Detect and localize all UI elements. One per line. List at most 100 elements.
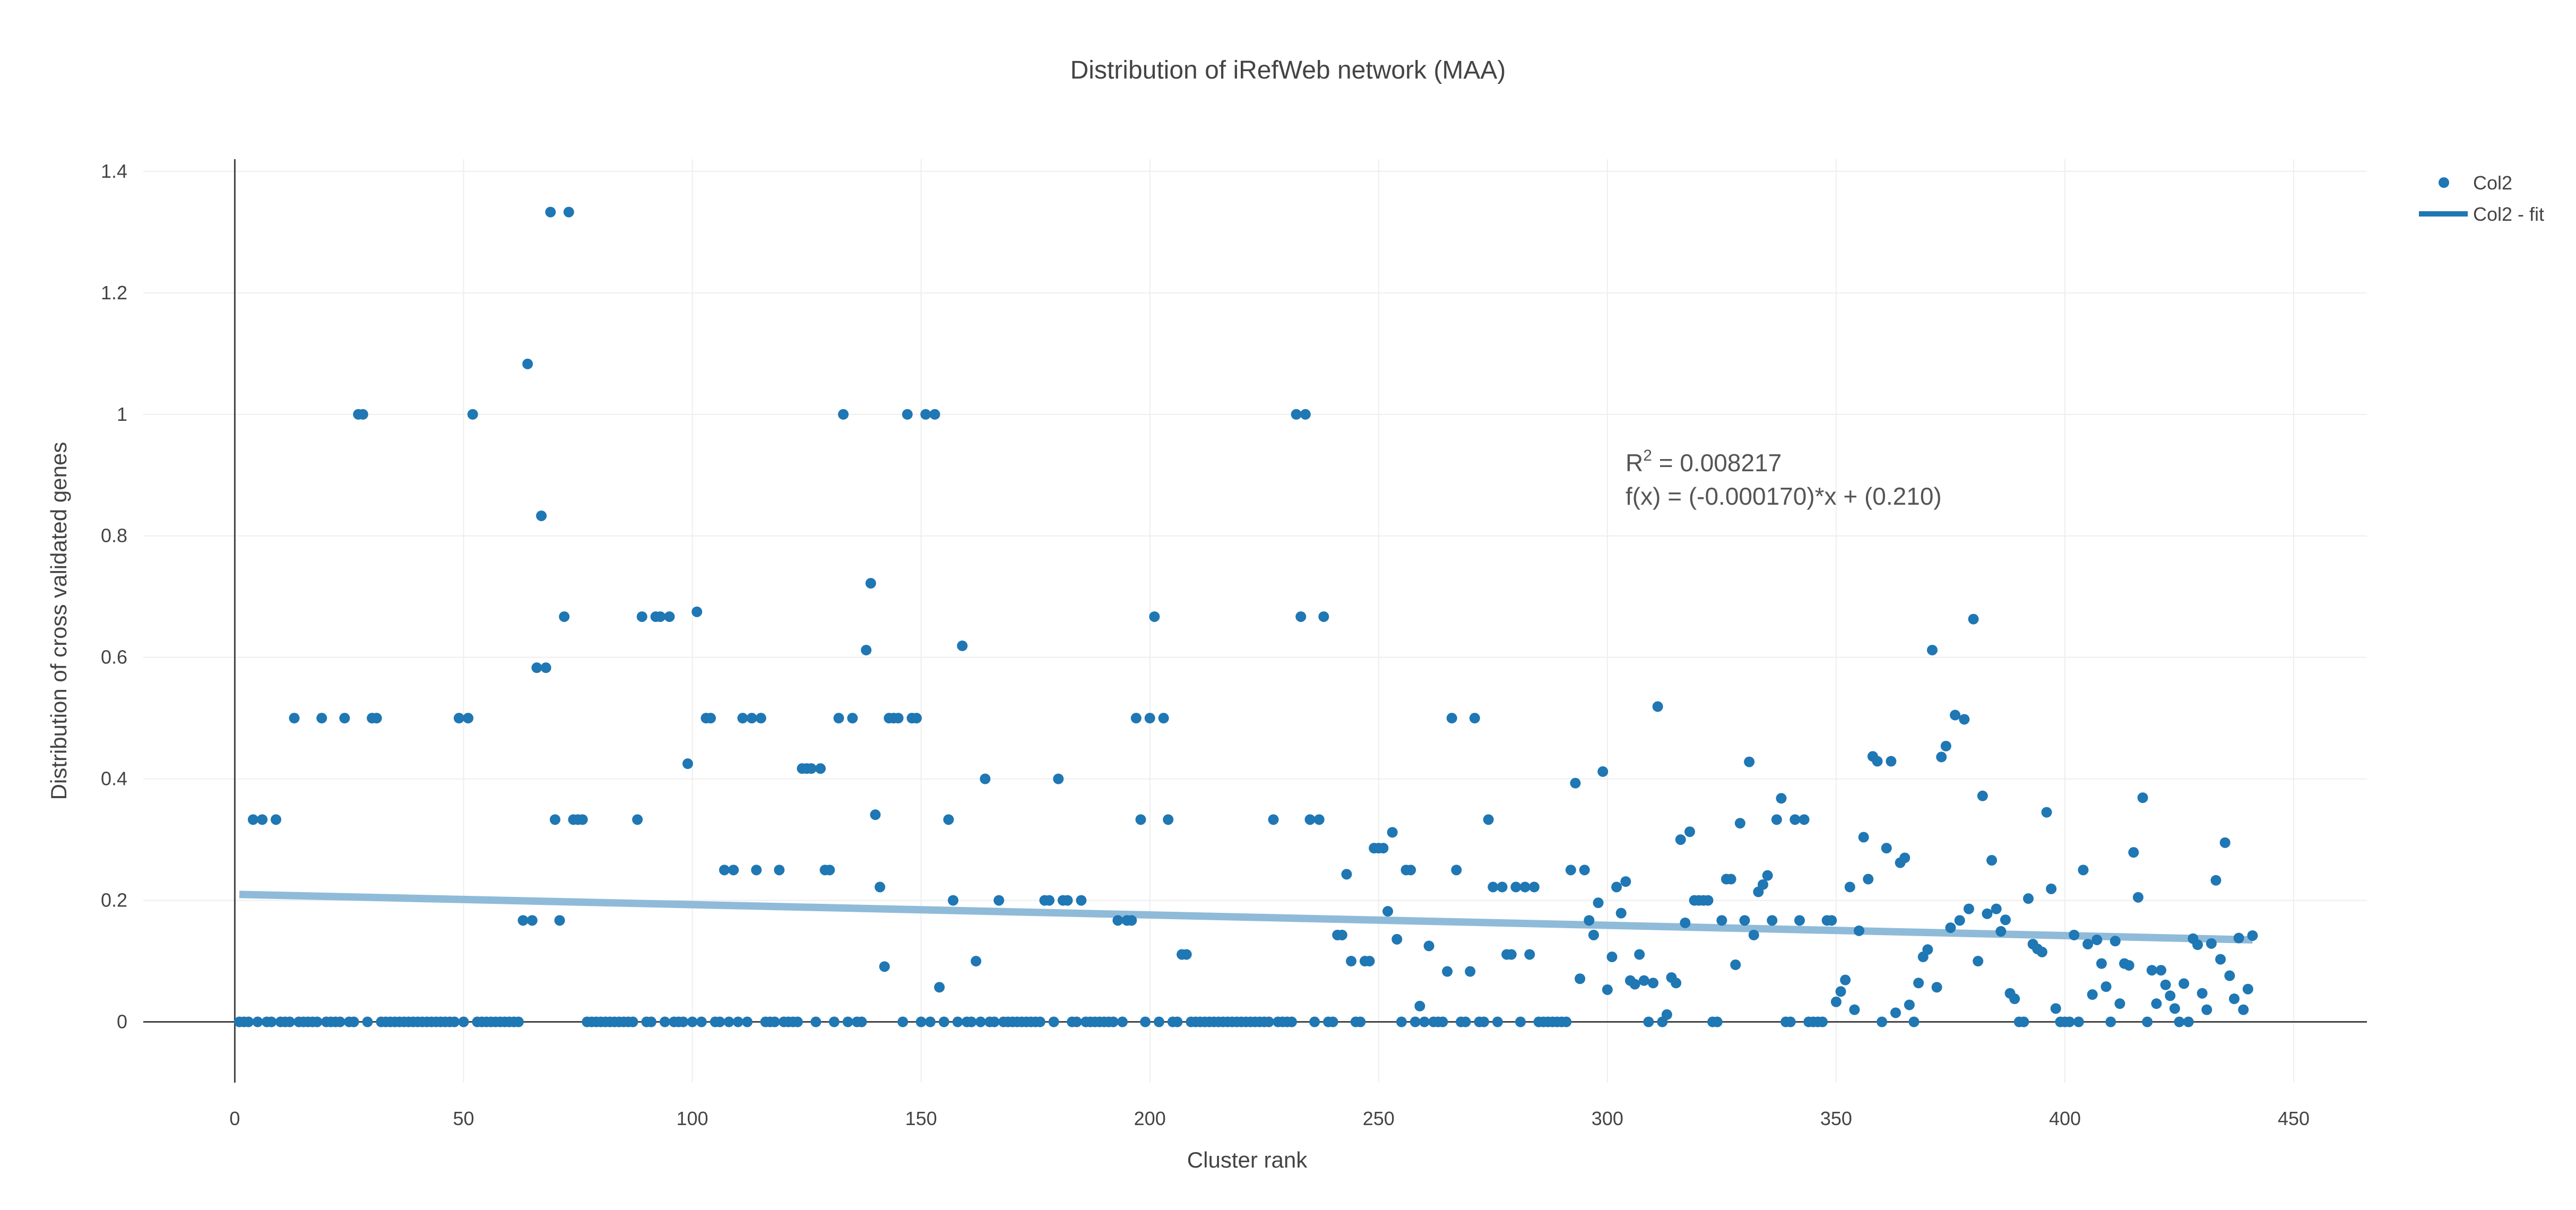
scatter-point (1570, 777, 1581, 789)
scatter-point (1565, 865, 1576, 876)
scatter-point (2201, 1004, 2212, 1015)
scatter-point (1771, 814, 1782, 825)
scatter-point (266, 1016, 277, 1027)
scatter-point (2123, 960, 2134, 971)
x-tick-label: 150 (905, 1108, 937, 1129)
scatter-point (2142, 1016, 2153, 1027)
legend-item-col2-fit[interactable]: Col2 - fit (2419, 203, 2544, 225)
scatter-point (947, 895, 958, 906)
scatter-point (687, 1016, 698, 1027)
scatter-point (1734, 818, 1745, 829)
scatter-point (815, 763, 826, 774)
x-tick-label: 0 (229, 1108, 240, 1129)
y-tick-label: 0 (117, 1011, 127, 1033)
fit-equation-label: f(x) = (-0.000170)*x + (0.210) (1626, 482, 1942, 510)
scatter-point (1968, 613, 1979, 625)
scatter-point (2114, 998, 2125, 1009)
y-axis-title: Distribution of cross validated genes (46, 442, 71, 800)
scatter-point (1881, 843, 1892, 854)
scatter-point (1172, 1016, 1183, 1027)
scatter-point (2174, 1016, 2185, 1027)
x-tick-label: 50 (453, 1108, 474, 1129)
scatter-point (1890, 1007, 1901, 1018)
scatter-point (1757, 879, 1768, 890)
scatter-point (732, 1016, 744, 1027)
scatter-point (1263, 1016, 1274, 1027)
scatter-point (577, 814, 588, 825)
scatter-point (2091, 934, 2103, 945)
scatter-point (2137, 792, 2148, 803)
scatter-point (1382, 906, 1394, 917)
scatter-point (554, 915, 565, 926)
scatter-point (870, 809, 881, 820)
scatter-point (2069, 929, 2080, 940)
scatter-point (449, 1016, 460, 1027)
scatter-point (2096, 958, 2107, 969)
legend-label-col2: Col2 (2473, 172, 2512, 194)
scatter-point (1300, 409, 1311, 420)
scatter-point (1153, 1016, 1164, 1027)
scatter-point (2206, 938, 2217, 949)
scatter-point (1140, 1016, 1151, 1027)
scatter-point (2009, 993, 2020, 1005)
scatter-point (1497, 881, 1508, 893)
scatter-point (2233, 932, 2244, 944)
scatter-point (1442, 966, 1453, 977)
scatter-point (842, 1016, 853, 1027)
scatter-point (348, 1016, 359, 1027)
scatter-point (1492, 1016, 1503, 1027)
scatter-point (362, 1016, 373, 1027)
chart-title: Distribution of iRefWeb network (MAA) (1070, 56, 1506, 84)
scatter-point (1336, 929, 1347, 940)
scatter-point (645, 1016, 656, 1027)
y-tick-label: 1.2 (101, 282, 127, 304)
scatter-point (1044, 895, 1055, 906)
scatter-point (1396, 1016, 1407, 1027)
scatter-point (536, 510, 547, 521)
legend[interactable]: Col2 Col2 - fit (2419, 172, 2544, 225)
scatter-point (1144, 713, 1155, 724)
x-tick-label: 350 (1820, 1108, 1852, 1129)
scatter-point (1684, 826, 1696, 837)
scatter-point (463, 713, 474, 724)
scatter-point (1034, 1016, 1045, 1027)
scatter-point (1739, 915, 1750, 926)
scatter-point (1149, 611, 1160, 622)
scatter-point (339, 713, 350, 724)
scatter-point (632, 814, 643, 825)
r-squared-label: R2 = 0.008217 (1626, 447, 1782, 477)
scatter-point (2179, 978, 2190, 989)
scatter-point (2078, 865, 2089, 876)
scatter-point (2128, 847, 2139, 858)
scatter-point (792, 1016, 803, 1027)
scatter-point (2087, 989, 2098, 1000)
scatter-point (1126, 915, 1137, 926)
scatter-point (723, 1016, 734, 1027)
scatter-point (1510, 881, 1522, 893)
scatter-point (2036, 946, 2047, 957)
scatter-point (2228, 993, 2240, 1005)
scatter-point (2000, 914, 2011, 926)
scatter-point (915, 1016, 927, 1027)
scatter-point (1460, 1016, 1471, 1027)
scatter-point (1950, 710, 1961, 721)
scatter-point (1053, 773, 1064, 784)
scatter-point (2160, 979, 2171, 990)
scatter-point (1469, 713, 1480, 724)
scatter-point (257, 814, 268, 825)
legend-item-col2[interactable]: Col2 (2439, 172, 2512, 194)
scatter-point (636, 611, 647, 622)
scatter-point (1575, 973, 1586, 984)
grid-layer (143, 159, 2367, 1083)
scatter-point (1268, 814, 1279, 825)
scatter-point (897, 1016, 909, 1027)
scatter-point (1931, 982, 1942, 993)
scatter-point (1620, 876, 1631, 887)
scatter-point (540, 662, 551, 673)
y-tick-label: 1.4 (101, 160, 127, 182)
scatter-point (1419, 1016, 1430, 1027)
scatter-point (1112, 915, 1123, 926)
scatter-point (522, 358, 533, 369)
scatter-point (357, 409, 368, 420)
scatter-point (1973, 956, 1984, 967)
